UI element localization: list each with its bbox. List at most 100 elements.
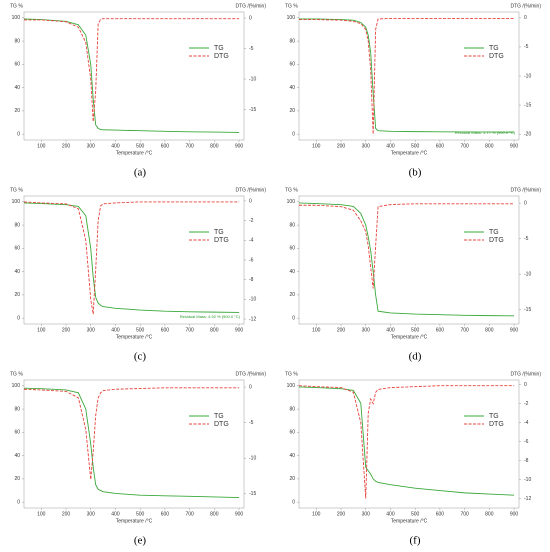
x-tick-label: 600 (161, 143, 170, 149)
y2-axis-label: DTG /(%/min) (235, 371, 266, 377)
x-tick-label: 900 (235, 327, 244, 333)
y2-axis-label: DTG /(%/min) (510, 3, 541, 9)
y-tick-label: 0 (17, 316, 20, 322)
y-tick-label: 60 (14, 246, 20, 252)
y-tick-label: 60 (289, 246, 295, 252)
x-tick-label: 100 (312, 511, 321, 517)
x-tick-label: 700 (460, 143, 469, 149)
y-axis-label: TG % (285, 3, 298, 9)
y-tick-label: 100 (12, 15, 21, 21)
plot-frame (298, 11, 520, 141)
x-tick-label: 100 (37, 143, 46, 149)
y2-tick-label: -2 (524, 401, 529, 407)
y2-tick-label: -15 (524, 102, 531, 108)
x-tick-label: 400 (111, 511, 120, 517)
y-tick-label: 0 (17, 500, 20, 506)
x-tick-label: 200 (337, 327, 346, 333)
x-tick-label: 600 (161, 327, 170, 333)
x-tick-label: 900 (510, 511, 519, 517)
y-tick-label: 40 (14, 269, 20, 275)
y2-tick-label: -6 (524, 439, 529, 445)
y2-tick-label: -15 (524, 307, 531, 313)
y2-tick-label: -10 (249, 76, 256, 82)
y2-tick-label: -6 (249, 257, 254, 263)
y2-tick-label: -15 (249, 107, 256, 113)
annotation: Residual Mass: 4.92 % (900.0 °C) (180, 314, 241, 319)
y-tick-label: 20 (14, 108, 20, 114)
y-tick-label: 40 (14, 85, 20, 91)
panel-label: (d) (409, 351, 422, 363)
y-tick-label: 100 (12, 199, 21, 205)
y2-axis-label: DTG /(%/min) (235, 3, 266, 9)
y2-tick-label: 0 (249, 15, 252, 21)
y-tick-label: 40 (289, 453, 295, 459)
x-tick-label: 400 (386, 327, 395, 333)
y-tick-label: 80 (289, 38, 295, 44)
y-tick-label: 20 (289, 476, 295, 482)
series-line (298, 202, 515, 317)
x-tick-label: 800 (210, 327, 219, 333)
x-tick-label: 700 (185, 511, 194, 517)
y-tick-label: 40 (289, 85, 295, 91)
y2-tick-label: -5 (524, 44, 529, 50)
x-axis-label: Temperature /°C (116, 334, 153, 340)
x-tick-label: 800 (485, 511, 494, 517)
y2-tick-label: -10 (249, 456, 256, 462)
x-tick-label: 100 (312, 327, 321, 333)
series-line (298, 386, 515, 496)
y2-tick-label: 0 (524, 200, 527, 206)
legend-label: TG (214, 229, 224, 236)
y2-tick-label: -8 (249, 277, 254, 283)
panel-label: (f) (410, 535, 421, 547)
x-tick-label: 200 (337, 143, 346, 149)
legend-label: DTG (214, 237, 229, 244)
series-line (23, 387, 240, 498)
x-tick-label: 300 (362, 143, 371, 149)
x-tick-label: 700 (185, 143, 194, 149)
y2-tick-label: -20 (524, 132, 531, 138)
series-line (23, 202, 240, 313)
y-tick-label: 20 (289, 292, 295, 298)
series-line (23, 18, 240, 133)
panel-label: (e) (134, 535, 147, 547)
x-axis-label: Temperature /°C (116, 518, 153, 524)
y-tick-label: 80 (14, 38, 20, 44)
x-axis-label: Temperature /°C (391, 150, 428, 156)
plot-frame (23, 195, 245, 325)
x-tick-label: 600 (436, 511, 445, 517)
series-line (298, 385, 515, 499)
y-tick-label: 80 (14, 406, 20, 412)
x-tick-label: 500 (411, 327, 420, 333)
x-tick-label: 800 (485, 143, 494, 149)
plot-frame (23, 11, 245, 141)
y-axis-label: TG % (10, 371, 23, 377)
y-tick-label: 20 (289, 108, 295, 114)
plot-frame (298, 379, 520, 509)
x-tick-label: 400 (111, 143, 120, 149)
y2-tick-label: -4 (524, 420, 529, 426)
y-tick-label: 40 (289, 269, 295, 275)
x-axis-label: Temperature /°C (391, 334, 428, 340)
y-tick-label: 0 (17, 132, 20, 138)
y-tick-label: 80 (289, 222, 295, 228)
legend-label: DTG (489, 53, 504, 60)
plot-frame (298, 195, 520, 325)
panel-label: (c) (134, 351, 147, 363)
x-tick-label: 200 (62, 511, 71, 517)
legend-label: TG (489, 45, 499, 52)
x-tick-label: 500 (136, 327, 145, 333)
x-tick-label: 300 (87, 511, 96, 517)
legend-label: DTG (489, 237, 504, 244)
series-line (23, 387, 240, 480)
y2-tick-label: -5 (249, 46, 254, 52)
legend-label: TG (489, 413, 499, 420)
y-tick-label: 100 (287, 199, 296, 205)
y-tick-label: 60 (289, 62, 295, 68)
legend-label: TG (214, 413, 224, 420)
series-line (24, 18, 240, 122)
panel-label: (a) (134, 167, 147, 179)
y-axis-label: TG % (285, 187, 298, 193)
y-tick-label: 0 (292, 132, 295, 138)
